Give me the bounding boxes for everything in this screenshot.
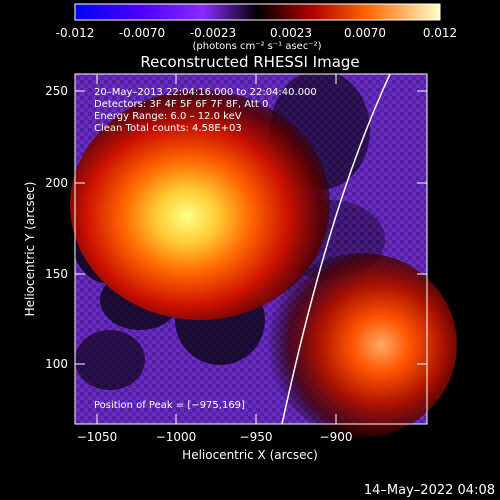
- colorbar: [74, 3, 441, 21]
- x-axis-tick-label: −1050: [77, 430, 118, 444]
- colorbar-tick-label: 0.0070: [344, 26, 386, 40]
- x-axis-ticks: [96, 74, 337, 424]
- dark-region: [75, 330, 145, 390]
- y-axis-tick-label: 250: [45, 84, 68, 98]
- energy-range-text: Energy Range: 6.0 – 12.0 keV: [94, 111, 242, 122]
- flare-emission-secondary: [267, 253, 457, 437]
- x-axis-label: Heliocentric X (arcsec): [182, 448, 318, 462]
- colorbar-tick-label: -0.0070: [119, 26, 165, 40]
- solar-limb-line: [281, 73, 391, 425]
- y-axis-ticks: [75, 90, 427, 365]
- detectors-text: Detectors: 3F 4F 5F 6F 7F 8F, Att 0: [94, 99, 268, 110]
- colorbar-tick-label: 0.0023: [270, 26, 312, 40]
- colorbar-tick-label: -0.0023: [190, 26, 236, 40]
- flare-emission-main: [70, 90, 330, 320]
- y-axis-label: Heliocentric Y (arcsec): [23, 182, 37, 317]
- clean-info-text: Clean Total counts: 4.58E+03: [94, 123, 242, 134]
- peak-position-text: Position of Peak = [−975,169]: [94, 400, 245, 411]
- colorbar-tick-label: 0.012: [423, 26, 457, 40]
- y-axis-tick-label: 100: [45, 357, 68, 371]
- y-axis-tick-label: 150: [45, 267, 68, 281]
- y-axis-tick-label: 200: [45, 176, 68, 190]
- footer-datetime: 14–May–2022 04:08: [364, 483, 495, 498]
- x-axis-tick-label: −900: [320, 430, 353, 444]
- colorbar-tick-label: -0.012: [56, 26, 95, 40]
- colorbar-unit-label: (photons cm⁻² s⁻¹ asec⁻²): [192, 41, 321, 52]
- x-axis-tick-label: −950: [240, 430, 273, 444]
- x-axis-tick-label: −1000: [156, 430, 197, 444]
- plot-frame: [74, 73, 428, 425]
- plot-title: Reconstructed RHESSI Image: [140, 53, 359, 71]
- time-range-text: 20–May–2013 22:04:16.000 to 22:04:40.000: [94, 87, 317, 98]
